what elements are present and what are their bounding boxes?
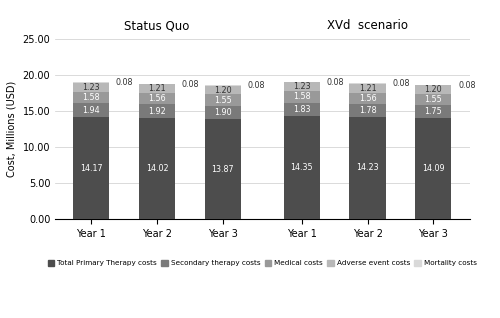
Bar <box>139 118 175 219</box>
Text: 0.08: 0.08 <box>458 80 475 90</box>
Bar <box>139 84 175 85</box>
Bar <box>73 117 110 219</box>
Text: 1.58: 1.58 <box>82 93 100 102</box>
Text: 14.23: 14.23 <box>356 163 379 172</box>
Bar <box>350 84 386 93</box>
Bar <box>416 118 452 219</box>
Bar <box>416 85 452 94</box>
Bar <box>139 104 175 118</box>
Text: 14.02: 14.02 <box>146 164 169 173</box>
Text: 0.08: 0.08 <box>116 78 134 87</box>
Bar <box>350 93 386 104</box>
Text: 1.23: 1.23 <box>293 82 310 91</box>
Text: 1.94: 1.94 <box>82 106 100 115</box>
Y-axis label: Cost, Millions (USD): Cost, Millions (USD) <box>7 81 17 177</box>
Text: 1.78: 1.78 <box>359 106 376 115</box>
Text: 1.56: 1.56 <box>359 94 376 103</box>
Text: 1.23: 1.23 <box>82 83 100 92</box>
Text: 1.58: 1.58 <box>293 93 310 101</box>
Bar <box>350 104 386 117</box>
Text: 1.21: 1.21 <box>359 84 376 93</box>
Text: 14.35: 14.35 <box>290 163 313 172</box>
Bar <box>139 85 175 93</box>
Text: 1.90: 1.90 <box>214 108 232 117</box>
Text: 14.09: 14.09 <box>422 164 444 173</box>
Text: 1.55: 1.55 <box>214 95 232 105</box>
Text: 1.21: 1.21 <box>148 84 166 93</box>
Bar <box>284 91 320 103</box>
Bar <box>205 85 241 86</box>
Bar <box>73 82 110 83</box>
Bar <box>205 86 241 94</box>
Bar <box>284 116 320 219</box>
Bar <box>416 105 452 118</box>
Bar <box>350 83 386 84</box>
Bar <box>73 92 110 103</box>
Text: Status Quo: Status Quo <box>124 19 190 32</box>
Bar <box>205 119 241 219</box>
Bar <box>205 94 241 106</box>
Bar <box>139 93 175 104</box>
Text: 0.08: 0.08 <box>392 79 409 88</box>
Text: 14.17: 14.17 <box>80 163 102 173</box>
Text: 1.75: 1.75 <box>424 107 442 116</box>
Bar <box>73 83 110 92</box>
Bar <box>73 103 110 117</box>
Bar <box>284 103 320 116</box>
Legend: Total Primary Therapy costs, Secondary therapy costs, Medical costs, Adverse eve: Total Primary Therapy costs, Secondary t… <box>45 257 480 269</box>
Bar <box>205 106 241 119</box>
Text: 0.08: 0.08 <box>182 80 199 89</box>
Bar <box>350 117 386 219</box>
Text: 1.92: 1.92 <box>148 107 166 116</box>
Text: 1.56: 1.56 <box>148 94 166 103</box>
Text: 0.08: 0.08 <box>248 81 265 90</box>
Text: 1.55: 1.55 <box>424 95 442 104</box>
Bar <box>284 82 320 91</box>
Text: 13.87: 13.87 <box>212 165 234 174</box>
Text: 1.83: 1.83 <box>293 105 310 114</box>
Text: 1.20: 1.20 <box>424 85 442 94</box>
Text: 1.20: 1.20 <box>214 86 232 95</box>
Text: 0.08: 0.08 <box>326 78 344 87</box>
Text: XVd  scenario: XVd scenario <box>327 19 408 32</box>
Bar <box>416 94 452 105</box>
